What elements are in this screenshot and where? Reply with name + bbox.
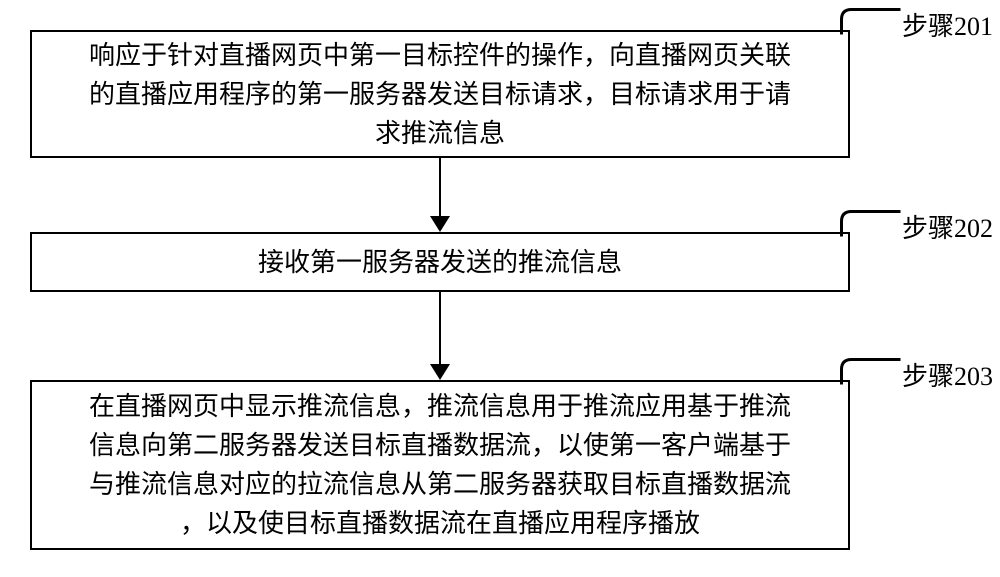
step-202-label-text: 步骤202: [902, 214, 993, 243]
step-202-bracket: [840, 210, 902, 238]
step-202-label: 步骤202: [902, 208, 993, 245]
arrow-1-head: [430, 216, 450, 232]
step-202-box: 接收第一服务器发送的推流信息: [30, 232, 850, 292]
arrow-2-line: [439, 292, 441, 364]
step-201-box: 响应于针对直播网页中第一目标控件的操作，向直播网页关联 的直播应用程序的第一服务…: [30, 30, 850, 158]
step-201-text: 响应于针对直播网页中第一目标控件的操作，向直播网页关联 的直播应用程序的第一服务…: [89, 36, 791, 153]
arrow-2-head: [430, 364, 450, 380]
step-201-bracket: [840, 8, 902, 36]
step-203-bracket: [840, 358, 902, 386]
step-203-text: 在直播网页中显示推流信息，推流信息用于推流应用基于推流 信息向第二服务器发送目标…: [89, 387, 791, 543]
flowchart-canvas: 响应于针对直播网页中第一目标控件的操作，向直播网页关联 的直播应用程序的第一服务…: [0, 0, 1000, 577]
step-202-text: 接收第一服务器发送的推流信息: [258, 243, 622, 282]
step-201-label: 步骤201: [902, 6, 993, 43]
step-201-label-text: 步骤201: [902, 12, 993, 41]
arrow-1-line: [439, 158, 441, 216]
step-203-label-text: 步骤203: [902, 362, 993, 391]
step-203-label: 步骤203: [902, 356, 993, 393]
step-203-box: 在直播网页中显示推流信息，推流信息用于推流应用基于推流 信息向第二服务器发送目标…: [30, 380, 850, 550]
